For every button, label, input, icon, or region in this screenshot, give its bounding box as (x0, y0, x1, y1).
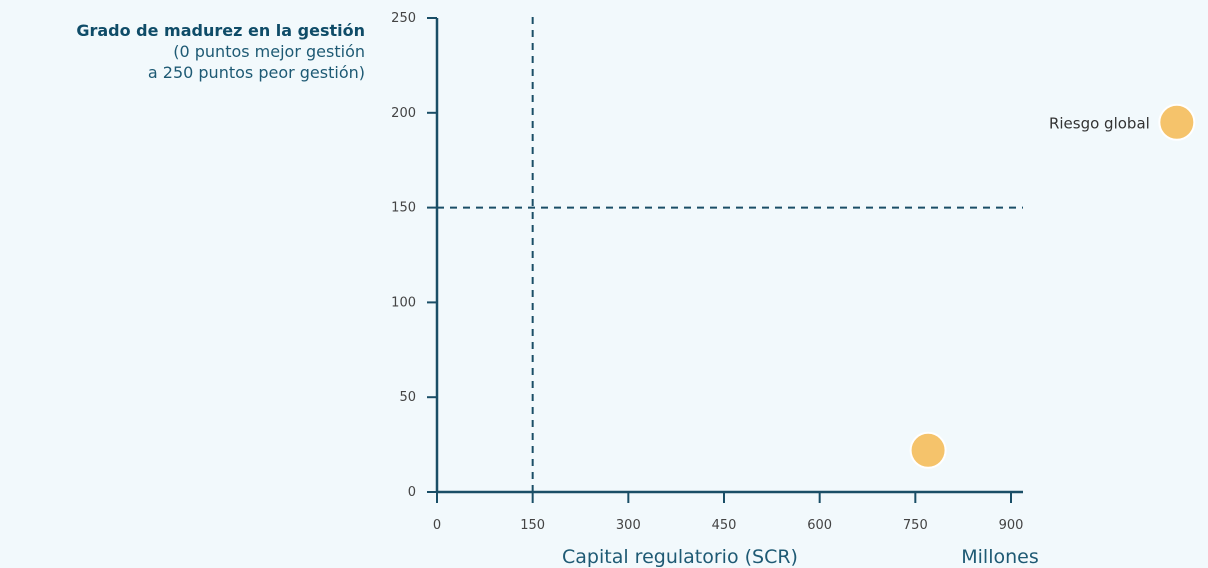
ticks: 0 50 100 150 200 250 0 150 300 450 600 750 900 (391, 11, 1023, 533)
y-tick-label-250: 250 (391, 11, 416, 26)
y-tick-label-150: 150 (391, 201, 416, 216)
x-axis-unit: Millones (961, 546, 1038, 568)
y-axis-title: Grado de madurez en la gestión (76, 21, 365, 40)
data-points: Riesgo global (909, 103, 1196, 469)
x-tick-label-450: 450 (712, 518, 737, 533)
data-point-label-2: Riesgo global (1049, 114, 1150, 132)
x-axis-title: Capital regulatorio (SCR) (562, 546, 798, 568)
y-axis-subtitle-line-1: (0 puntos mejor gestión (173, 42, 365, 61)
data-point-1 (909, 431, 947, 469)
x-tick-label-900: 900 (999, 518, 1024, 533)
y-tick-label-100: 100 (391, 295, 416, 310)
axes (435, 18, 1023, 494)
y-axis-title-block: Grado de madurez en la gestión (0 puntos… (76, 20, 365, 83)
y-tick-label-200: 200 (391, 106, 416, 121)
x-tick-label-300: 300 (616, 518, 641, 533)
y-axis-subtitle-line-2: a 250 puntos peor gestión) (147, 63, 365, 82)
x-tick-label-750: 750 (903, 518, 928, 533)
x-tick-label-150: 150 (520, 518, 545, 533)
data-point-2 (1158, 103, 1196, 141)
x-tick-label-600: 600 (807, 518, 832, 533)
y-tick-label-0: 0 (408, 485, 416, 500)
reference-lines (437, 14, 1023, 492)
y-tick-label-50: 50 (399, 390, 416, 405)
x-tick-label-0: 0 (433, 518, 441, 533)
